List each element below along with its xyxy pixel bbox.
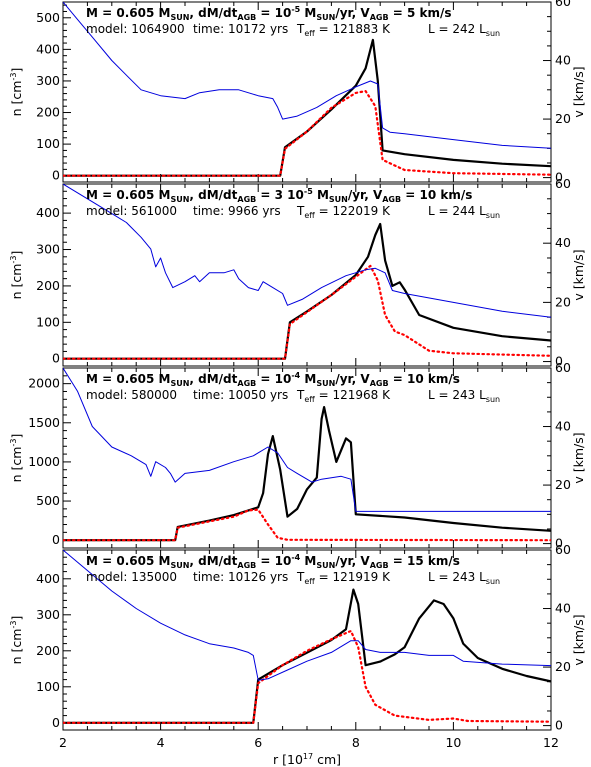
y2-tick-label: 0 <box>555 536 563 551</box>
model-number: model: 1064900 <box>86 22 185 36</box>
y-tick-label: 200 <box>36 105 60 120</box>
effective-temperature: Teff = 121968 K <box>296 388 391 404</box>
y2-axis-label: v [km/s] <box>571 249 586 300</box>
y-tick-label: 0 <box>52 168 60 183</box>
evolution-time: time: 10050 yrs <box>193 388 288 402</box>
series-density2-line <box>63 90 551 177</box>
luminosity: L = 244 Lsun <box>428 204 500 220</box>
y-tick-label: 400 <box>36 41 60 56</box>
series-density-line <box>63 222 551 360</box>
effective-temperature: Teff = 121883 K <box>296 22 391 38</box>
y-tick-label: 0 <box>52 715 60 730</box>
model-number: model: 561000 <box>86 204 177 218</box>
series-density2-line <box>63 508 551 542</box>
y2-tick-label: 40 <box>555 235 571 250</box>
y-axis-label: n [cm-3] <box>9 251 24 300</box>
y2-tick-label: 0 <box>555 354 563 369</box>
evolution-time: time: 9966 yrs <box>193 204 281 218</box>
y-tick-label: 0 <box>52 532 60 547</box>
series-density-line <box>63 588 551 724</box>
series-velocity-line <box>63 368 551 512</box>
y2-axis-label: v [km/s] <box>571 66 586 117</box>
y2-tick-label: 60 <box>555 542 571 557</box>
y-axis-label: n [cm-3] <box>9 434 24 483</box>
panel-4: 0 100 200 300 400 0 20 40 60 n [cm-3] v [km/s] M = … <box>9 542 586 767</box>
y2-tick-label: 40 <box>555 601 571 616</box>
evolution-time: time: 10172 yrs <box>193 22 288 36</box>
x-tick-label: 4 <box>157 735 165 750</box>
series-density-line <box>63 406 551 542</box>
y2-axis-label: v [km/s] <box>571 614 586 665</box>
y-tick-label: 2000 <box>28 376 60 391</box>
y-axis-label: n [cm-3] <box>9 616 24 665</box>
luminosity: L = 243 Lsun <box>428 570 500 586</box>
y2-tick-label: 60 <box>555 360 571 375</box>
y-tick-label: 100 <box>36 314 60 329</box>
y-tick-label: 0 <box>52 351 60 366</box>
y-axis-label: n [cm-3] <box>9 68 24 117</box>
effective-temperature: Teff = 122019 K <box>296 204 391 220</box>
y2-tick-label: 40 <box>555 419 571 434</box>
evolution-time: time: 10126 yrs <box>193 570 288 584</box>
y-tick-label: 200 <box>36 278 60 293</box>
y-tick-label: 100 <box>36 136 60 151</box>
series-velocity-line <box>63 550 551 681</box>
y2-tick-label: 60 <box>555 0 571 9</box>
panel-2: 0 100 200 300 400 0 20 40 60 n [cm-3] v [km/s] M = … <box>9 176 586 369</box>
series-density-line <box>63 38 551 177</box>
y-tick-label: 200 <box>36 643 60 658</box>
y2-tick-label: 0 <box>555 718 563 733</box>
x-axis-label: r [1017 cm] <box>273 752 341 767</box>
panel-header: M = 0.605 MSUN, dM/dtAGB = 10-4 MSUN/yr,… <box>86 553 460 570</box>
y-tick-label: 1500 <box>28 415 60 430</box>
series-velocity-line <box>63 2 551 149</box>
y-tick-label: 300 <box>36 73 60 88</box>
y-tick-label: 400 <box>36 571 60 586</box>
y-tick-label: 300 <box>36 242 60 257</box>
x-tick-label: 8 <box>352 735 360 750</box>
x-tick-label: 2 <box>59 735 67 750</box>
y-tick-label: 300 <box>36 607 60 622</box>
series-density2-line <box>63 264 551 360</box>
luminosity: L = 243 Lsun <box>428 388 500 404</box>
y2-tick-label: 20 <box>555 659 571 674</box>
x-tick-label: 6 <box>254 735 262 750</box>
y2-axis-label: v [km/s] <box>571 432 586 483</box>
model-number: model: 135000 <box>86 570 177 584</box>
luminosity: L = 242 Lsun <box>428 22 500 38</box>
effective-temperature: Teff = 121919 K <box>296 570 391 586</box>
y-tick-label: 500 <box>36 493 60 508</box>
y2-tick-label: 20 <box>555 111 571 126</box>
y-tick-label: 400 <box>36 205 60 220</box>
panel-header: M = 0.605 MSUN, dM/dtAGB = 10-5 MSUN/yr,… <box>86 5 452 22</box>
y2-tick-label: 60 <box>555 176 571 191</box>
y-tick-label: 500 <box>36 10 60 25</box>
panel-3: 0 500 1000 1500 2000 0 20 40 60 n [cm-3] v [km/s] M… <box>9 360 586 551</box>
y2-tick-label: 20 <box>555 477 571 492</box>
series-density2-line <box>63 629 551 724</box>
panel-header: M = 0.605 MSUN, dM/dtAGB = 3 10-5 MSUN/y… <box>86 187 472 204</box>
model-number: model: 580000 <box>86 388 177 402</box>
panel-1: 0 100 200 300 400 500 0 20 40 60 n [cm-3] v [km/s] M… <box>9 0 586 185</box>
x-tick-label: 12 <box>543 735 559 750</box>
y-tick-label: 1000 <box>28 454 60 469</box>
x-tick-label: 10 <box>445 735 461 750</box>
series-velocity-line <box>63 184 551 318</box>
y2-tick-label: 0 <box>555 170 563 185</box>
y2-tick-label: 40 <box>555 53 571 68</box>
y-tick-label: 100 <box>36 679 60 694</box>
y2-tick-label: 20 <box>555 294 571 309</box>
panel-header: M = 0.605 MSUN, dM/dtAGB = 10-4 MSUN/yr,… <box>86 371 460 388</box>
